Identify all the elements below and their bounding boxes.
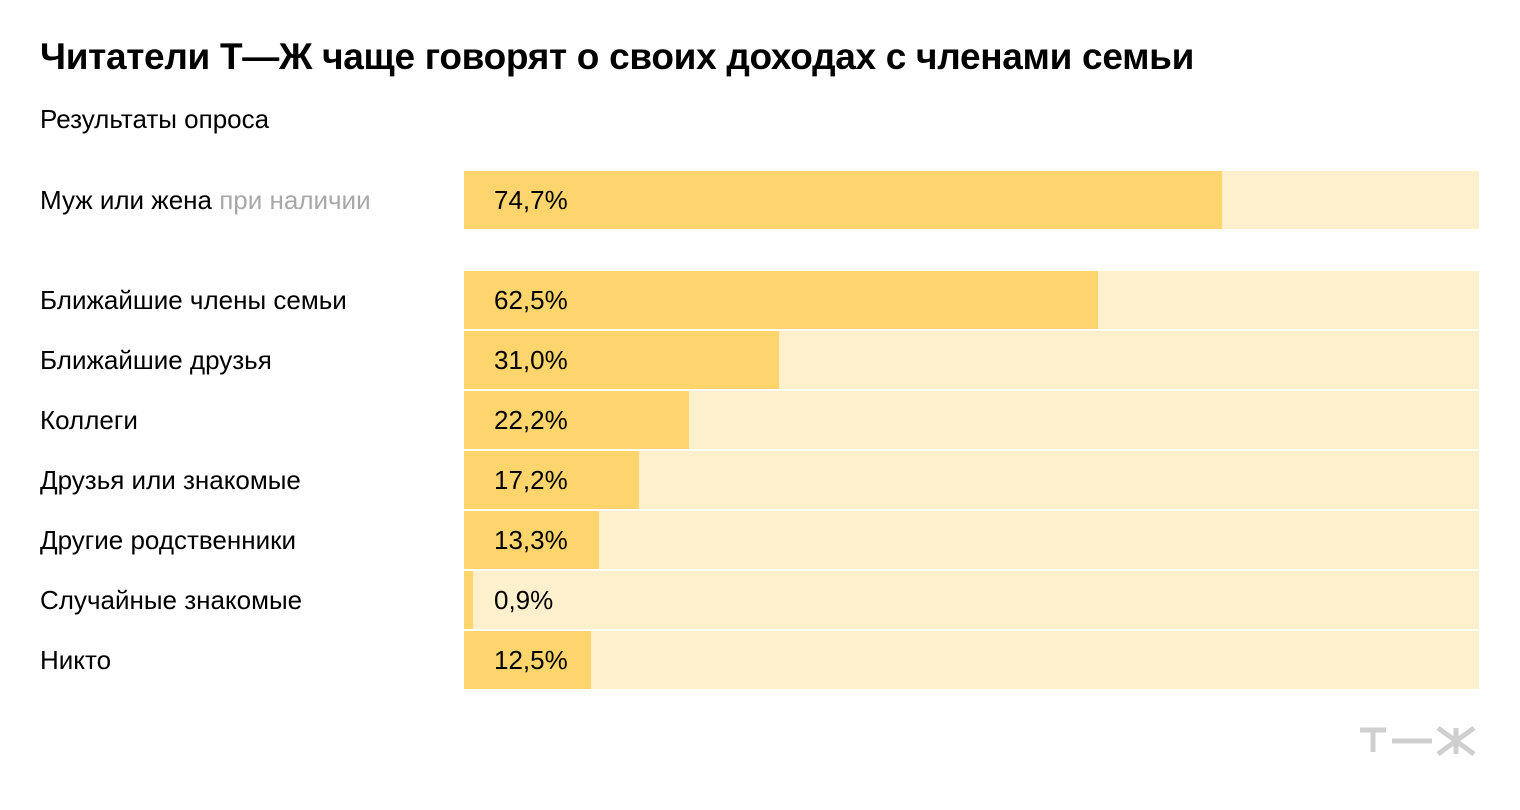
category-label: Ближайшие члены семьи <box>40 271 347 329</box>
data-label: 0,9% <box>494 585 554 615</box>
data-label: 17,2% <box>494 465 568 495</box>
category-label-text: Другие родственники <box>40 525 297 555</box>
category-label-text: Никто <box>40 645 112 675</box>
category-label: Никто <box>40 631 111 689</box>
bar-track: 13,3% <box>464 511 1479 569</box>
bar <box>464 571 474 629</box>
category-label: Муж или жена при наличии <box>40 171 371 229</box>
category-label-text: Коллеги <box>40 405 138 435</box>
chart-subtitle: Результаты опроса <box>40 104 270 134</box>
data-label: 74,7% <box>494 185 568 215</box>
bar <box>464 271 1099 329</box>
bar-track: 62,5% <box>464 271 1479 329</box>
category-label: Друзья или знакомые <box>40 451 301 509</box>
bar-track: 12,5% <box>464 631 1479 689</box>
category-note: при наличии <box>211 185 371 215</box>
bar-track: 22,2% <box>464 391 1479 449</box>
chart-title: Читатели Т—Ж чаще говорят о своих дохода… <box>40 36 1195 77</box>
data-label: 22,2% <box>494 405 568 435</box>
bar <box>464 171 1223 229</box>
category-label: Случайные знакомые <box>40 571 302 629</box>
category-label: Другие родственники <box>40 511 296 569</box>
tzh-logo-icon <box>1360 725 1476 756</box>
bar-track: 74,7% <box>464 171 1479 229</box>
data-label: 62,5% <box>494 285 568 315</box>
category-label: Коллеги <box>40 391 138 449</box>
data-label: 13,3% <box>494 525 568 555</box>
bar <box>464 331 779 389</box>
category-label-text: Муж или жена <box>40 185 212 215</box>
category-label-text: Ближайшие друзья <box>40 345 272 375</box>
category-label-text: Ближайшие члены семьи <box>40 285 347 315</box>
bar-track: 31,0% <box>464 331 1479 389</box>
category-label-text: Друзья или знакомые <box>40 465 301 495</box>
bar <box>464 451 639 509</box>
category-label: Ближайшие друзья <box>40 331 272 389</box>
bar-track: 17,2% <box>464 451 1479 509</box>
bar <box>464 631 591 689</box>
bar-track: 0,9% <box>464 571 1479 629</box>
bar <box>464 511 599 569</box>
category-label-text: Случайные знакомые <box>40 585 303 615</box>
data-label: 12,5% <box>494 645 568 675</box>
bar <box>464 391 690 449</box>
data-label: 31,0% <box>494 345 568 375</box>
